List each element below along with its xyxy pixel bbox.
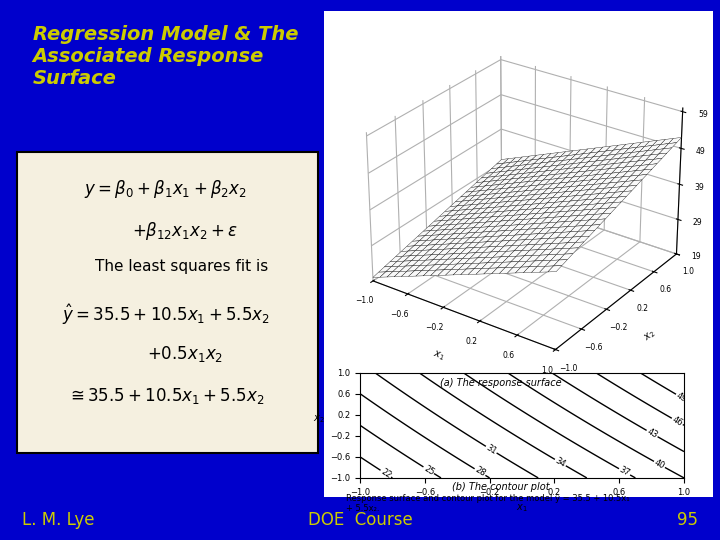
Text: Response surface and contour plot for the model ŷ = 35.5 + 10.5x₁: Response surface and contour plot for th… [346, 494, 629, 503]
Text: L. M. Lye: L. M. Lye [22, 511, 94, 529]
Text: 37: 37 [618, 465, 631, 478]
Text: (a) The response surface: (a) The response surface [440, 378, 561, 388]
Text: 25: 25 [422, 464, 436, 477]
Y-axis label: $x_2$: $x_2$ [313, 414, 325, 426]
Text: Regression Model & The
Associated Response
Surface: Regression Model & The Associated Respon… [32, 25, 298, 89]
Text: 31: 31 [485, 443, 498, 456]
Text: $\hat{y} = 35.5 + 10.5x_1 + 5.5x_2$: $\hat{y} = 35.5 + 10.5x_1 + 5.5x_2$ [62, 302, 269, 327]
Text: 43: 43 [645, 427, 659, 440]
Text: 22: 22 [379, 467, 392, 480]
Text: $+\beta_{12}x_1 x_2 + \varepsilon$: $+\beta_{12}x_1 x_2 + \varepsilon$ [132, 220, 238, 242]
Text: 40: 40 [653, 458, 666, 471]
Text: (b) The contour plot: (b) The contour plot [451, 482, 549, 492]
Text: The least squares fit is: The least squares fit is [95, 259, 268, 274]
Text: $\cong 35.5 + 10.5x_1 + 5.5x_2$: $\cong 35.5 + 10.5x_1 + 5.5x_2$ [67, 386, 264, 406]
X-axis label: $x_1$: $x_1$ [516, 502, 528, 514]
Text: + 5.5x₂.: + 5.5x₂. [346, 504, 379, 513]
Text: DOE  Course: DOE Course [307, 511, 413, 529]
Text: 34: 34 [554, 456, 567, 469]
X-axis label: $x_1$: $x_1$ [431, 348, 446, 363]
Text: 49: 49 [675, 391, 688, 404]
FancyBboxPatch shape [17, 152, 318, 453]
Y-axis label: $x_2$: $x_2$ [642, 327, 658, 344]
Text: 46: 46 [670, 415, 684, 428]
Text: $+0.5x_1 x_2$: $+0.5x_1 x_2$ [146, 343, 222, 364]
Text: $y = \beta_0 + \beta_1 x_1 + \beta_2 x_2$: $y = \beta_0 + \beta_1 x_1 + \beta_2 x_2… [84, 178, 247, 200]
Text: 28: 28 [473, 465, 487, 478]
Text: 95: 95 [678, 511, 698, 529]
